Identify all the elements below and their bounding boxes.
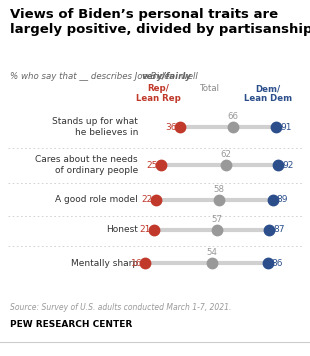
Text: 58: 58 [213, 185, 224, 194]
Text: 91: 91 [280, 122, 292, 131]
Text: well: well [178, 72, 198, 81]
Text: 87: 87 [273, 225, 285, 235]
Text: Total: Total [200, 84, 220, 93]
Text: Honest: Honest [106, 225, 138, 235]
Text: very/fairly: very/fairly [141, 72, 191, 81]
Text: A good role model: A good role model [55, 195, 138, 204]
Text: PEW RESEARCH CENTER: PEW RESEARCH CENTER [10, 320, 132, 329]
Text: 66: 66 [227, 112, 238, 121]
Text: 16: 16 [131, 258, 142, 267]
Text: Source: Survey of U.S. adults conducted March 1-7, 2021.: Source: Survey of U.S. adults conducted … [10, 303, 231, 312]
Text: 25: 25 [146, 161, 158, 169]
Text: 86: 86 [272, 258, 283, 267]
Text: Mentally sharp: Mentally sharp [71, 258, 138, 267]
Text: Rep/
Lean Rep: Rep/ Lean Rep [135, 84, 180, 103]
Text: Views of Biden’s personal traits are
largely positive, divided by partisanship: Views of Biden’s personal traits are lar… [10, 8, 310, 36]
Text: 22: 22 [141, 195, 153, 204]
Text: Stands up for what
he believes in: Stands up for what he believes in [52, 117, 138, 137]
Text: 36: 36 [166, 122, 177, 131]
Text: Dem/
Lean Dem: Dem/ Lean Dem [244, 84, 292, 103]
Text: 57: 57 [211, 215, 222, 224]
Text: 21: 21 [140, 225, 151, 235]
Text: 62: 62 [220, 150, 231, 159]
Text: 54: 54 [206, 248, 217, 257]
Text: Cares about the needs
of ordinary people: Cares about the needs of ordinary people [35, 155, 138, 175]
Text: % who say that __ describes Joe Biden: % who say that __ describes Joe Biden [10, 72, 178, 81]
Text: 89: 89 [277, 195, 288, 204]
Text: 92: 92 [282, 161, 293, 169]
